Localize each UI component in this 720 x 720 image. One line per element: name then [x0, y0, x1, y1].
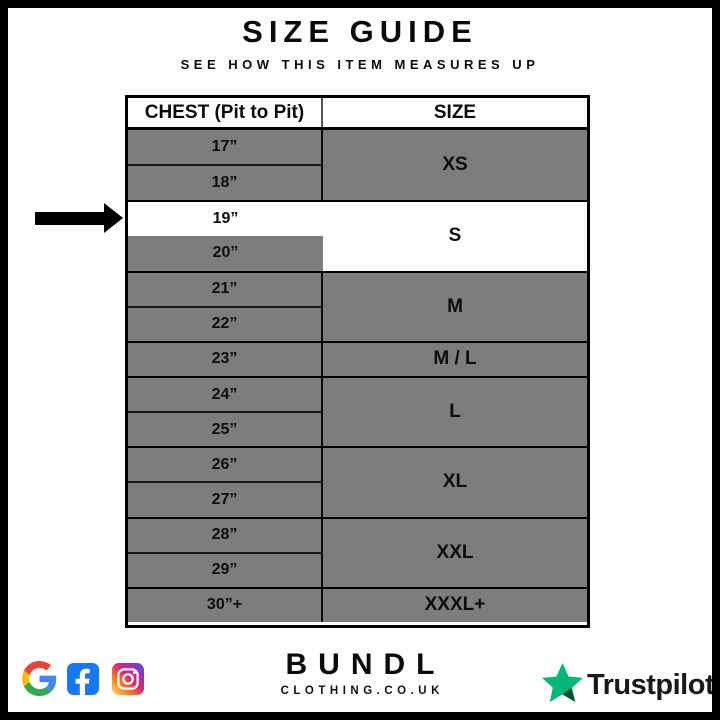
size-row-group-m: 21” 22” M: [128, 270, 587, 341]
chest-cell: 27”: [128, 481, 321, 516]
table-body: 17” 18” XS 19” 20” S 21” 22” M 23” M / L 24” 25” L 26”…: [128, 130, 587, 622]
trustpilot-star-icon: [542, 663, 583, 702]
size-row-group-xxl: 28” 29” XXL: [128, 516, 587, 587]
brand-logo: BUNDL CLOTHING.CO.UK: [281, 648, 440, 697]
brand-name: BUNDL: [285, 648, 446, 681]
chest-cell: 30”+: [206, 596, 243, 614]
chest-cell: 28”: [211, 526, 238, 544]
size-cell: M: [447, 295, 463, 317]
chest-cell: 29”: [128, 551, 321, 587]
size-cell: XL: [442, 471, 468, 493]
size-cell: S: [448, 225, 462, 247]
trustpilot-logo: Trustpilot: [542, 663, 715, 702]
chest-column: 23”: [128, 342, 323, 376]
chest-column: 24” 25”: [128, 377, 323, 447]
size-row-group-xxxl+: 30”+ XXXL+: [128, 586, 587, 622]
size-row-group-l: 24” 25” L: [128, 375, 587, 447]
trustpilot-label: Trustpilot: [587, 669, 715, 701]
table-header-row: CHEST (Pit to Pit) SIZE: [128, 98, 587, 130]
size-cell: XXL: [436, 541, 474, 563]
chest-cell: 18”: [128, 164, 321, 200]
brand-tagline: CLOTHING.CO.UK: [280, 685, 444, 697]
size-cell: XS: [442, 154, 468, 176]
chest-column: 26” 27”: [128, 448, 323, 517]
size-row-group-xs: 17” 18” XS: [128, 130, 587, 201]
size-cell: M / L: [433, 348, 477, 370]
chest-cell: 17”: [211, 138, 238, 156]
chest-cell: 22”: [128, 305, 321, 341]
chest-cell: 20”: [128, 236, 323, 271]
chest-cell: 19”: [212, 210, 239, 228]
highlight-arrow-icon: [35, 203, 125, 233]
chest-column: 21” 22”: [128, 272, 323, 341]
size-table: CHEST (Pit to Pit) SIZE 17” 18” XS 19” 20” S 2…: [125, 95, 590, 628]
size-row-group-s: 19” 20” S: [128, 200, 587, 271]
chest-cell: 26”: [211, 455, 238, 473]
chest-column: 30”+: [128, 588, 323, 622]
size-row-group-xl: 26” 27” XL: [128, 446, 587, 517]
chest-column: 28” 29”: [128, 518, 323, 587]
chest-cell: 24”: [211, 385, 238, 403]
size-row-group-ml: 23” M / L: [128, 340, 587, 376]
instagram-icon: [112, 663, 144, 695]
chest-column: 19” 20”: [128, 202, 323, 271]
size-cell: XXXL+: [424, 594, 486, 616]
chest-cell: 25”: [128, 411, 321, 446]
chest-column: 17” 18”: [128, 130, 323, 201]
chest-cell: 21”: [211, 280, 238, 298]
column-header-size: SIZE: [433, 101, 477, 123]
chest-cell: 23”: [211, 350, 238, 368]
arrow-head: [104, 203, 123, 233]
column-header-chest: CHEST (Pit to Pit): [128, 98, 323, 127]
google-icon: [22, 661, 57, 696]
arrow-shaft: [35, 212, 105, 225]
page-subtitle: SEE HOW THIS ITEM MEASURES UP: [180, 57, 540, 72]
page-title: SIZE GUIDE: [242, 14, 478, 49]
size-cell: L: [449, 401, 461, 423]
facebook-icon: [67, 663, 99, 695]
